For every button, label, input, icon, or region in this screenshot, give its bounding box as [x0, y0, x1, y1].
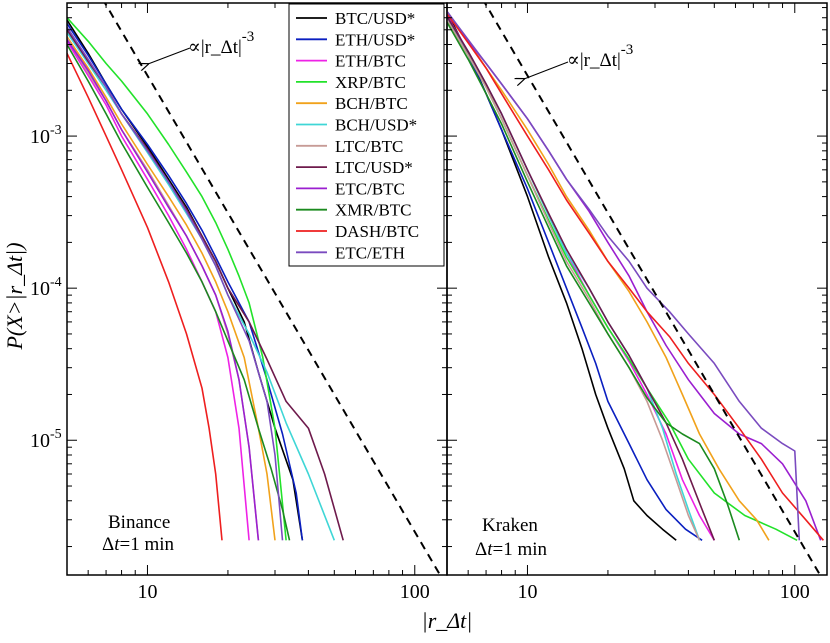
legend-entry-btc-usd-star: BTC/USD*	[296, 9, 415, 28]
y-tick-exponent--4: -4	[50, 275, 62, 290]
x-axis-label: |r_Δt|	[422, 608, 473, 633]
legend-label-btc-usd-star: BTC/USD*	[335, 9, 415, 28]
legend-label-dash-btc: DASH/BTC	[335, 222, 419, 241]
y-tick-label--4: 10-4	[30, 275, 62, 300]
x-tick-label-kraken-100: 100	[780, 581, 810, 603]
series-line-kraken-eth-usd-star	[447, 17, 703, 541]
series-line-kraken-dash-btc	[447, 13, 825, 541]
interval-value-kraken: =1 min	[493, 539, 548, 560]
legend-label-bch-usd-star: BCH/USD*	[335, 116, 417, 135]
y-tick-label--3: 10-3	[30, 123, 62, 148]
reference-label-text-kraken: ∝|r_Δt|	[567, 50, 621, 71]
exchange-label-binance: Binance	[108, 512, 170, 533]
series-line-kraken-ltc-btc	[447, 19, 701, 541]
series-line-binance-etc-btc	[67, 39, 260, 541]
legend-entry-dash-btc: DASH/BTC	[296, 222, 419, 241]
series-line-binance-bch-btc	[67, 36, 276, 541]
legend-entry-ltc-usd-star: LTC/USD*	[296, 158, 413, 177]
legend-label-xrp-btc: XRP/BTC	[335, 73, 406, 92]
series-line-kraken-xmr-btc	[447, 21, 741, 541]
legend-entry-bch-usd-star: BCH/USD*	[296, 116, 417, 135]
y-axis-label: P(X>|r_Δt|)	[2, 242, 27, 350]
reference-annotation-kraken: ∝|r_Δt|-3	[524, 42, 633, 79]
x-axis-label-text: |r_Δt|	[422, 608, 473, 633]
series-line-binance-xmr-btc	[67, 44, 291, 541]
legend-label-ltc-usd-star: LTC/USD*	[335, 158, 413, 177]
x-tick-label-binance-10: 10	[137, 581, 157, 603]
legend-entry-xmr-btc: XMR/BTC	[296, 201, 412, 220]
interval-delta-binance: Δ	[102, 534, 114, 555]
legend-entry-eth-usd-star: ETH/USD*	[296, 30, 415, 49]
y-tick-label--5: 10-5	[30, 427, 62, 452]
series-line-kraken-bch-usd-star	[447, 17, 701, 541]
reference-annotation-binance: ∝|r_Δt|-3	[148, 29, 254, 64]
series-line-kraken-etc-eth	[447, 10, 801, 541]
reference-arrow-binance	[148, 47, 191, 64]
reference-label-kraken: ∝|r_Δt|-3	[567, 42, 633, 71]
legend-entry-etc-btc: ETC/BTC	[296, 179, 405, 198]
reference-exponent-kraken: -3	[621, 42, 634, 58]
legend-label-etc-eth: ETC/ETH	[335, 243, 405, 262]
interval-delta-kraken: Δ	[475, 539, 487, 560]
series-line-binance-etc-eth	[67, 26, 284, 541]
legend-entry-xrp-btc: XRP/BTC	[296, 73, 406, 92]
x-tick-label-kraken-10: 10	[517, 581, 537, 603]
series-line-binance-eth-usd-star	[67, 23, 304, 541]
series-line-binance-dash-btc	[67, 52, 223, 541]
plot-frame-kraken	[446, 2, 828, 576]
interval-label-kraken: Δt=1 min	[475, 539, 548, 560]
y-tick-exponent--3: -3	[50, 123, 62, 138]
legend-label-etc-btc: ETC/BTC	[335, 179, 405, 198]
legend-label-ltc-btc: LTC/BTC	[335, 137, 403, 156]
y-tick-base--5: 10	[30, 430, 50, 452]
exchange-label-kraken: Kraken	[482, 515, 538, 536]
reference-label-text-binance: ∝|r_Δt|	[188, 37, 242, 58]
interval-label-binance: Δt=1 min	[102, 534, 175, 555]
series-line-binance-eth-btc	[67, 40, 250, 541]
interval-var-binance: t	[114, 534, 120, 555]
legend-entry-ltc-btc: LTC/BTC	[296, 137, 403, 156]
interval-var-kraken: t	[487, 539, 493, 560]
y-tick-exponent--5: -5	[50, 427, 62, 442]
y-tick-base--3: 10	[30, 126, 50, 148]
panel-kraken: 10 100 Kraken Δt=1 min ∝|r_Δt|-3	[446, 2, 828, 603]
legend-label-eth-btc: ETH/BTC	[335, 52, 406, 71]
legend-entry-bch-btc: BCH/BTC	[296, 94, 408, 113]
legend-label-eth-usd-star: ETH/USD*	[335, 30, 415, 49]
reference-arrow-kraken	[524, 61, 569, 79]
legend-label-bch-btc: BCH/BTC	[335, 94, 408, 113]
series-line-kraken-bch-btc	[447, 10, 770, 541]
y-axis-label-text: P(X>|r_Δt|)	[2, 242, 27, 350]
legend-entry-eth-btc: ETH/BTC	[296, 52, 406, 71]
x-tick-label-binance-100: 100	[400, 581, 430, 603]
interval-value-binance: =1 min	[120, 534, 175, 555]
reference-label-binance: ∝|r_Δt|-3	[188, 29, 254, 58]
series-line-kraken-ltc-usd-star	[447, 16, 716, 541]
legend: BTC/USD* ETH/USD* ETH/BTC XRP/BTC BCH/BTC BCH…	[288, 3, 445, 267]
legend-box	[288, 3, 445, 267]
legend-label-xmr-btc: XMR/BTC	[335, 201, 412, 220]
y-tick-base--4: 10	[30, 278, 50, 300]
legend-entry-etc-eth: ETC/ETH	[296, 243, 405, 262]
reference-exponent-binance: -3	[242, 29, 255, 45]
